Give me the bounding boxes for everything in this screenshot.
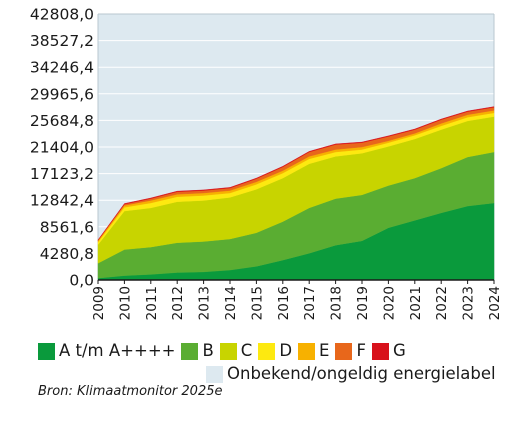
x-tick-label: 2021 bbox=[408, 286, 424, 320]
legend-swatch bbox=[206, 365, 223, 383]
legend: A t/m A++++ B C D E F G Onbekend/ongeldig ener… bbox=[38, 340, 508, 385]
legend-item: F bbox=[335, 340, 366, 362]
area-series-g bbox=[97, 106, 495, 241]
y-tick-label: 0,0 bbox=[69, 272, 94, 290]
y-axis-ticks: 0,0 4280,8 8561,6 12842,4 17123,2 21404,0 2568… bbox=[30, 6, 94, 290]
y-tick-label: 25684,8 bbox=[30, 112, 94, 130]
y-tick-label: 17123,2 bbox=[30, 165, 94, 183]
legend-swatch bbox=[181, 342, 199, 360]
x-tick-label: 2019 bbox=[355, 286, 371, 320]
legend-label: G bbox=[392, 341, 406, 360]
legend-item: D bbox=[258, 340, 292, 362]
chart: 0,0 4280,8 8561,6 12842,4 17123,2 21404,0 2568… bbox=[30, 6, 503, 321]
legend-item: B bbox=[181, 340, 214, 362]
x-tick-label: 2020 bbox=[381, 286, 397, 320]
legend-item: C bbox=[219, 340, 253, 362]
legend-label: A t/m A++++ bbox=[59, 341, 176, 360]
legend-swatch bbox=[298, 342, 316, 360]
y-tick-label: 42808,0 bbox=[30, 6, 94, 24]
legend-label: Onbekend/ongeldig energielabel bbox=[227, 364, 496, 383]
legend-label: E bbox=[319, 341, 330, 360]
y-tick-label: 12842,4 bbox=[30, 192, 94, 210]
x-tick-label: 2015 bbox=[249, 286, 265, 320]
x-axis-ticks: 2009 2010 2011 2012 2013 2014 2015 2016 2017 2018… bbox=[91, 280, 503, 320]
legend-row: Onbekend/ongeldig energielabel bbox=[38, 363, 508, 385]
x-tick-label: 2024 bbox=[487, 286, 503, 320]
legend-label: F bbox=[356, 341, 366, 360]
x-tick-label: 2018 bbox=[329, 286, 345, 320]
x-tick-label: 2010 bbox=[117, 286, 133, 320]
y-tick-label: 8561,6 bbox=[40, 218, 94, 236]
legend-item: G bbox=[371, 340, 406, 362]
y-tick-label: 29965,6 bbox=[30, 85, 94, 103]
legend-label: C bbox=[240, 341, 253, 360]
y-tick-label: 21404,0 bbox=[30, 139, 94, 157]
x-tick-label: 2016 bbox=[276, 286, 292, 320]
legend-swatch bbox=[219, 342, 237, 360]
legend-label: B bbox=[202, 341, 214, 360]
legend-item-unknown: Onbekend/ongeldig energielabel bbox=[206, 363, 496, 385]
area-series bbox=[97, 106, 495, 281]
y-tick-label: 34246,4 bbox=[30, 59, 94, 77]
x-tick-label: 2017 bbox=[302, 286, 318, 320]
legend-item: A t/m A++++ bbox=[38, 340, 175, 362]
legend-swatch bbox=[258, 342, 276, 360]
y-tick-label: 4280,8 bbox=[40, 245, 94, 263]
legend-row: A t/m A++++ B C D E F G bbox=[38, 340, 508, 362]
x-tick-label: 2011 bbox=[144, 286, 160, 320]
legend-swatch bbox=[371, 342, 389, 360]
legend-item: E bbox=[298, 340, 329, 362]
x-tick-label: 2012 bbox=[170, 286, 186, 320]
y-tick-label: 38527,2 bbox=[30, 32, 94, 50]
x-tick-label: 2013 bbox=[197, 286, 213, 320]
source-note: Bron: Klimaatmonitor 2025e bbox=[38, 384, 223, 399]
x-tick-label: 2022 bbox=[434, 286, 450, 320]
x-tick-label: 2009 bbox=[91, 286, 107, 320]
legend-swatch bbox=[335, 342, 353, 360]
x-tick-label: 2014 bbox=[223, 286, 239, 320]
x-tick-label: 2023 bbox=[461, 286, 477, 320]
legend-label: D bbox=[279, 341, 293, 360]
legend-swatch bbox=[38, 342, 55, 360]
